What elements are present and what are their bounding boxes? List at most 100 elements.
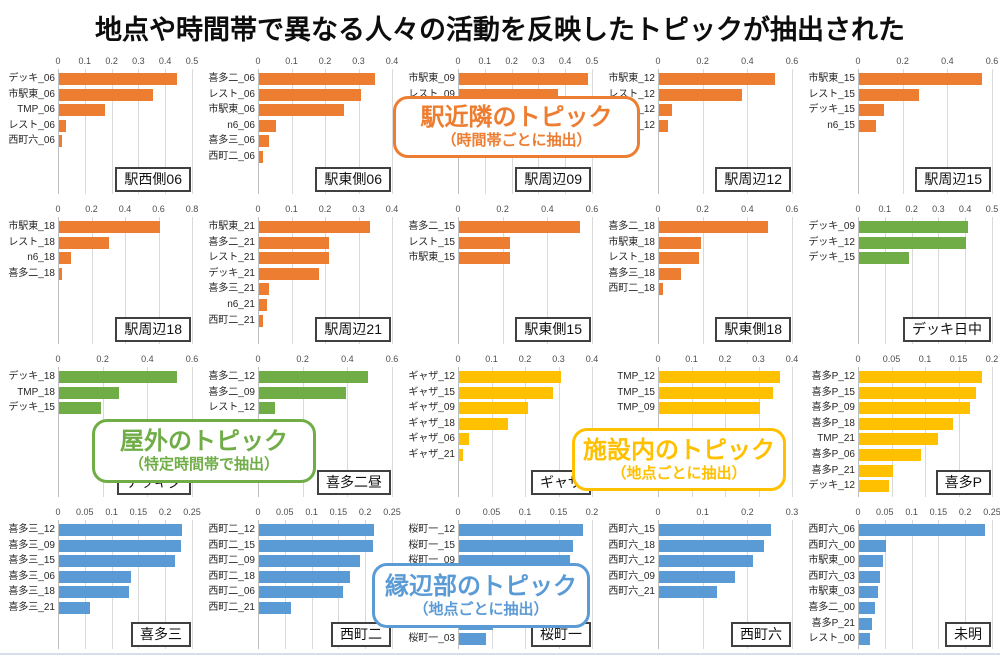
- bar-label: 市駅東_15: [408, 252, 455, 264]
- axis-gridline: [884, 520, 886, 649]
- axis-tick-label: 0.2: [358, 507, 372, 517]
- bar: [59, 119, 66, 132]
- bar-label: デッキ_12: [808, 236, 855, 248]
- axis-gridline: [338, 520, 340, 649]
- bar-label: 西町六_00: [808, 539, 855, 551]
- chart-cell: 0 0.1 0.2 0.3 西町六_15 西町六_18 西町六_12 西町六_09 西町六_21…: [600, 503, 800, 653]
- bar: [659, 586, 718, 599]
- bar-label: レスト_18: [8, 236, 55, 248]
- bar: [659, 267, 682, 280]
- bar: [459, 386, 553, 399]
- axis-tick-label: 0: [655, 204, 661, 214]
- axis-gridline: [525, 367, 526, 497]
- bar-label: 市駅東_06: [8, 88, 55, 100]
- bar-label: 市駅東_09: [408, 73, 455, 84]
- bar: [659, 555, 753, 568]
- chart-cell: 0 0.05 0.1 0.15 0.2 喜多P_12 喜多P_15 喜多P_09 喜多P_18 T…: [800, 350, 1000, 501]
- bar: [859, 602, 876, 614]
- axis-tick-label: 0.8: [185, 204, 199, 214]
- axis-gridline: [111, 520, 113, 649]
- bar-label: TMP_09: [617, 402, 655, 414]
- axis-tick-label: 0.2: [296, 354, 309, 364]
- axis-gridline: [165, 69, 167, 194]
- axis-gridline: [58, 367, 59, 497]
- bar: [59, 386, 120, 399]
- axis-tick-label: 0.6: [785, 56, 799, 66]
- bar-label: レスト_12: [608, 88, 655, 100]
- bar-label: 西町二_09: [208, 555, 255, 567]
- axis-tick-label: 0.1: [285, 204, 298, 214]
- axis-tick-label: 0.3: [132, 56, 145, 66]
- bar-label: 喜多二_12: [208, 371, 255, 382]
- bar-label: レスト_00: [808, 633, 855, 645]
- axis-tick-label: 0: [655, 56, 661, 66]
- bar-label: 市駅東_03: [808, 586, 855, 598]
- bar-label: 西町六_09: [608, 570, 655, 582]
- axis-tick-label: 0.2: [696, 204, 709, 214]
- bar-label: TMP_15: [617, 386, 655, 398]
- bar-label: デッキ_12: [808, 480, 855, 492]
- bar-label: 西町二_18: [608, 283, 655, 295]
- chart-cell: 0 0.1 0.2 0.3 0.4 0.5 デッキ_09 デッキ_12 デッキ_15 デッキ日中: [800, 200, 1000, 348]
- axis-tick-label: 0.4: [541, 204, 554, 214]
- bar: [459, 371, 562, 383]
- bar: [459, 539, 573, 552]
- bar: [259, 524, 375, 536]
- axis-gridline: [165, 520, 167, 649]
- bar-label: 喜多三_21: [208, 283, 255, 295]
- bar-label: n6_18: [27, 252, 55, 264]
- bar-label: デッキ_21: [208, 267, 255, 279]
- axis-tick-label: 0.6: [585, 204, 599, 214]
- bar: [59, 135, 63, 148]
- axis-gridline: [884, 217, 886, 344]
- bar: [659, 524, 771, 536]
- bar-label: 喜多二_18: [8, 267, 55, 279]
- bar-label: 西町二_12: [208, 524, 255, 535]
- axis-gridline: [392, 69, 393, 194]
- axis-tick-label: 0.25: [183, 507, 201, 517]
- bar-label: 桜町一_09: [408, 555, 455, 567]
- axis-tick-label: 0: [855, 204, 861, 214]
- axis-tick-label: 0.05: [876, 507, 894, 517]
- chart-cell: 0 0.2 0.4 0.6 0.8 市駅東_18 レスト_18 n6_18 喜多二_18 駅周辺1…: [0, 200, 200, 348]
- bar-label: 喜多二_00: [808, 602, 855, 613]
- axis-tick-label: 0.2: [896, 56, 909, 66]
- bar: [259, 402, 275, 415]
- bar: [59, 402, 102, 415]
- axis-gridline: [138, 520, 140, 649]
- bar: [859, 371, 982, 383]
- callout-title: 施設内のトピック: [583, 436, 775, 464]
- chart-name-box: 西町六: [731, 622, 791, 647]
- bar: [259, 252, 330, 265]
- axis-tick-label: 0.2: [985, 354, 999, 364]
- bar: [59, 73, 177, 85]
- chart-name-box: 駅西側06: [115, 167, 191, 192]
- axis-tick-label: 0.2: [718, 354, 732, 364]
- axis-tick-label: 0.05: [482, 507, 501, 517]
- axis-tick-label: 0.4: [941, 56, 954, 66]
- axis-tick-label: 0.6: [385, 354, 399, 364]
- axis-gridline: [502, 217, 504, 344]
- chart-name-box: 喜多三: [131, 622, 191, 647]
- axis-gridline: [658, 69, 659, 194]
- bar: [859, 570, 881, 583]
- axis-gridline: [291, 217, 293, 344]
- bar: [859, 402, 970, 415]
- bar: [659, 252, 700, 265]
- axis-tick-label: 0: [455, 354, 461, 364]
- chart-cell: 0 0.1 0.2 0.3 0.4 市駅東_21 喜多二_21 レスト_21 デッキ_21 喜多三…: [200, 200, 400, 348]
- bar-label: デッキ_09: [808, 221, 855, 232]
- axis-tick-label: 0.1: [305, 507, 318, 517]
- bar-label: 西町二_21: [208, 602, 255, 613]
- axis-gridline: [992, 69, 993, 194]
- bar: [659, 88, 742, 101]
- bar-label: 西町二_15: [208, 539, 255, 551]
- bar-label: TMP_12: [617, 371, 655, 382]
- bar: [459, 433, 470, 446]
- bar: [859, 617, 873, 630]
- bar-label: デッキ_06: [8, 73, 55, 84]
- axis-gridline: [858, 520, 859, 649]
- axis-tick-label: 0.6: [185, 354, 199, 364]
- axis-tick-label: 0: [55, 354, 61, 364]
- callout-subtitle: （地点ごとに抽出）: [413, 600, 549, 618]
